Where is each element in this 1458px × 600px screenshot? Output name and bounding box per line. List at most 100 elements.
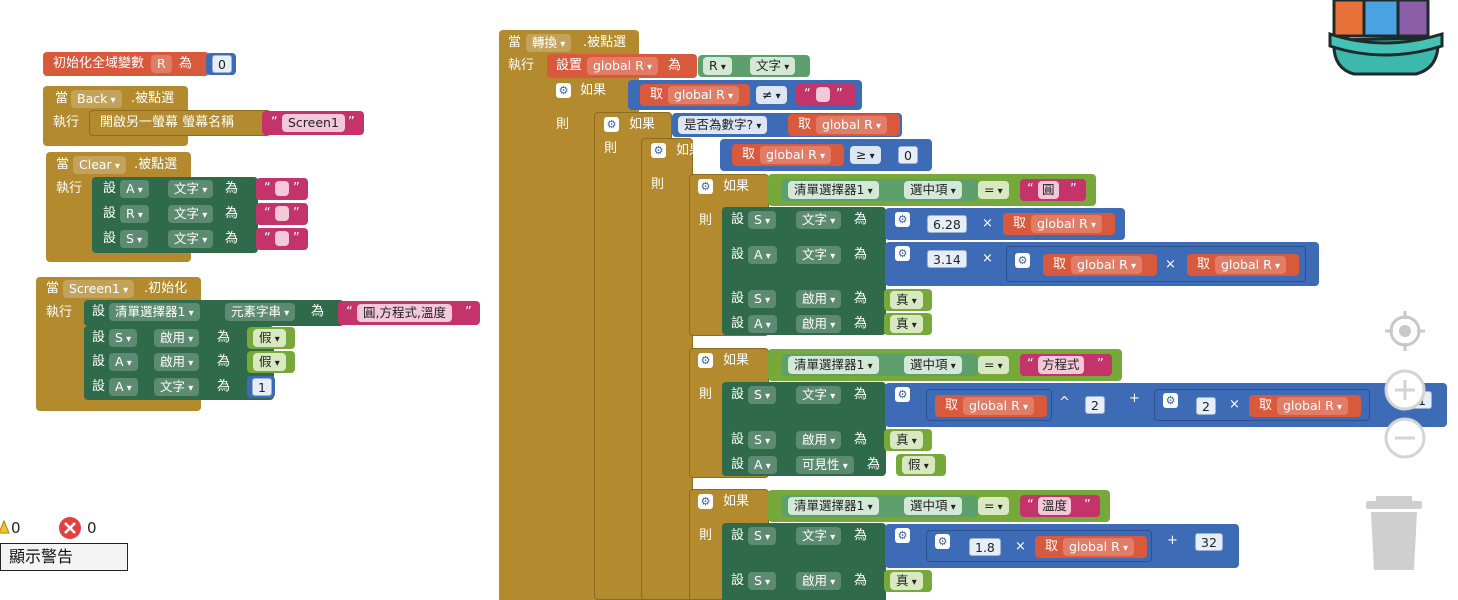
property-dropdown[interactable]: 文字 — [154, 378, 200, 396]
property-dropdown[interactable]: 文字 — [168, 180, 214, 198]
warning-icon[interactable] — [0, 520, 10, 534]
gear-icon[interactable]: ⚙ — [895, 246, 910, 261]
component-getter[interactable]: 清單選擇器1 選中項 — [782, 179, 978, 201]
number-block[interactable]: 1 — [247, 376, 275, 398]
property-dropdown[interactable]: 文字 — [168, 205, 214, 223]
gear-icon[interactable]: ⚙ — [895, 387, 910, 402]
screen-name-text[interactable]: Screen1 — [282, 114, 345, 132]
component-dropdown[interactable]: A — [748, 315, 777, 333]
backpack-icon[interactable] — [1324, 0, 1448, 80]
property-dropdown[interactable]: 啟用 — [154, 329, 200, 347]
gear-icon[interactable]: ⚙ — [651, 143, 666, 158]
logic-block[interactable]: 真 — [884, 429, 932, 451]
trash-icon[interactable] — [1362, 494, 1426, 574]
list-compare-block[interactable]: 清單選擇器1選中項 = “溫度” — [768, 490, 1110, 522]
get-global-block[interactable]: 取 global R — [640, 84, 750, 106]
back-component-dropdown[interactable]: Back — [71, 90, 122, 108]
gear-icon[interactable]: ⚙ — [935, 534, 950, 549]
set-global-block[interactable]: 設置 global R 為 — [547, 54, 697, 78]
gear-icon[interactable]: ⚙ — [895, 212, 910, 227]
gear-icon[interactable]: ⚙ — [556, 83, 571, 98]
empty-text-block[interactable]: “” — [796, 84, 856, 106]
gear-icon[interactable]: ⚙ — [698, 494, 713, 509]
if-block-positive[interactable]: ⚙ 如果 則 — [641, 138, 702, 600]
global-var-dropdown[interactable]: global R — [668, 86, 739, 104]
gear-icon[interactable]: ⚙ — [698, 353, 713, 368]
component-dropdown[interactable]: A — [109, 378, 138, 396]
get-global-block[interactable]: 取 global R — [788, 114, 900, 136]
list-compare-block[interactable]: 清單選擇器1 選中項 = “圓” — [768, 174, 1096, 206]
property-dropdown[interactable]: 文字 — [796, 211, 842, 229]
text-value[interactable] — [275, 206, 289, 221]
operator-dropdown[interactable]: = — [978, 181, 1009, 199]
get-global-block[interactable]: 取 global R — [1043, 254, 1157, 276]
open-screen-block[interactable]: 開啟另一螢幕 螢幕名稱 — [89, 110, 271, 136]
number-block[interactable]: 0 — [206, 53, 236, 75]
text-block[interactable]: “溫度” — [1020, 495, 1100, 517]
logic-block[interactable]: 真 — [884, 313, 932, 335]
zoom-in-icon[interactable] — [1383, 368, 1427, 412]
component-dropdown[interactable]: 清單選擇器1 — [109, 303, 200, 321]
power-block[interactable]: 取 global R — [926, 389, 1052, 421]
empty-text-block[interactable]: “” — [256, 178, 308, 200]
clear-component-dropdown[interactable]: Clear — [73, 156, 126, 174]
text-block[interactable]: “ Screen1 ” — [262, 111, 364, 135]
property-dropdown[interactable]: 元素字串 — [225, 303, 296, 321]
logic-dropdown[interactable]: 假 — [253, 329, 286, 347]
get-global-block[interactable]: 取 global R — [1249, 395, 1361, 417]
component-getter[interactable]: R 文字 — [698, 55, 810, 77]
property-dropdown[interactable]: 啟用 — [796, 315, 842, 333]
text-block[interactable]: “方程式” — [1020, 354, 1112, 376]
gear-icon[interactable]: ⚙ — [1015, 253, 1030, 268]
gear-icon[interactable]: ⚙ — [895, 528, 910, 543]
component-dropdown[interactable]: R — [703, 57, 732, 75]
global-var-dropdown[interactable]: global R — [760, 146, 831, 164]
get-global-block[interactable]: 取 global R — [1035, 536, 1147, 558]
component-dropdown[interactable]: S — [120, 230, 149, 248]
property-dropdown[interactable]: 文字 — [796, 246, 842, 264]
get-global-block[interactable]: 取 global R — [732, 144, 844, 166]
get-global-block[interactable]: 取 global R — [1187, 254, 1299, 276]
logic-dropdown[interactable]: 假 — [253, 353, 286, 371]
global-var-name[interactable]: R — [151, 55, 172, 73]
get-global-block[interactable]: 取 global R — [935, 395, 1047, 417]
property-dropdown[interactable]: 選中項 — [904, 181, 962, 199]
gear-icon[interactable]: ⚙ — [698, 179, 713, 194]
component-dropdown[interactable]: 清單選擇器1 — [788, 181, 879, 199]
number-value[interactable]: 1 — [252, 378, 272, 396]
global-init-block[interactable]: 初始化全域變數 R 為 — [43, 52, 209, 76]
text-value[interactable] — [275, 181, 289, 196]
multiply-block[interactable]: ⚙ 2 × 取 global R — [1154, 389, 1370, 421]
number-value[interactable]: 0 — [898, 146, 918, 164]
number-value[interactable]: 0 — [212, 55, 232, 73]
show-warnings-button[interactable]: 顯示警告 — [0, 543, 128, 571]
component-dropdown[interactable]: A — [109, 353, 138, 371]
logic-block[interactable]: 假 — [896, 454, 946, 476]
list-compare-block[interactable]: 清單選擇器1選中項 = “方程式” — [768, 349, 1122, 381]
logic-block[interactable]: 真 — [884, 570, 932, 592]
get-global-block[interactable]: 取 global R — [1003, 213, 1115, 235]
component-dropdown[interactable]: A — [748, 246, 777, 264]
convert-component-dropdown[interactable]: 轉換 — [526, 34, 572, 52]
empty-text-block[interactable]: “” — [256, 228, 308, 250]
component-dropdown[interactable]: S — [109, 329, 138, 347]
operator-dropdown[interactable]: ≠ — [756, 86, 787, 104]
property-dropdown[interactable]: 文字 — [750, 57, 796, 75]
property-dropdown[interactable]: 啟用 — [154, 353, 200, 371]
operator-dropdown[interactable]: ≥ — [850, 146, 881, 164]
error-icon[interactable] — [58, 516, 82, 540]
global-var-dropdown[interactable]: global R — [587, 57, 658, 75]
component-dropdown[interactable]: S — [748, 290, 777, 308]
property-dropdown[interactable]: 文字 — [168, 230, 214, 248]
is-number-dropdown[interactable]: 是否為數字? — [678, 116, 768, 134]
text-block[interactable]: “圓,方程式,溫度” — [338, 301, 480, 325]
center-workspace-icon[interactable] — [1383, 309, 1427, 353]
component-dropdown[interactable]: S — [748, 211, 777, 229]
